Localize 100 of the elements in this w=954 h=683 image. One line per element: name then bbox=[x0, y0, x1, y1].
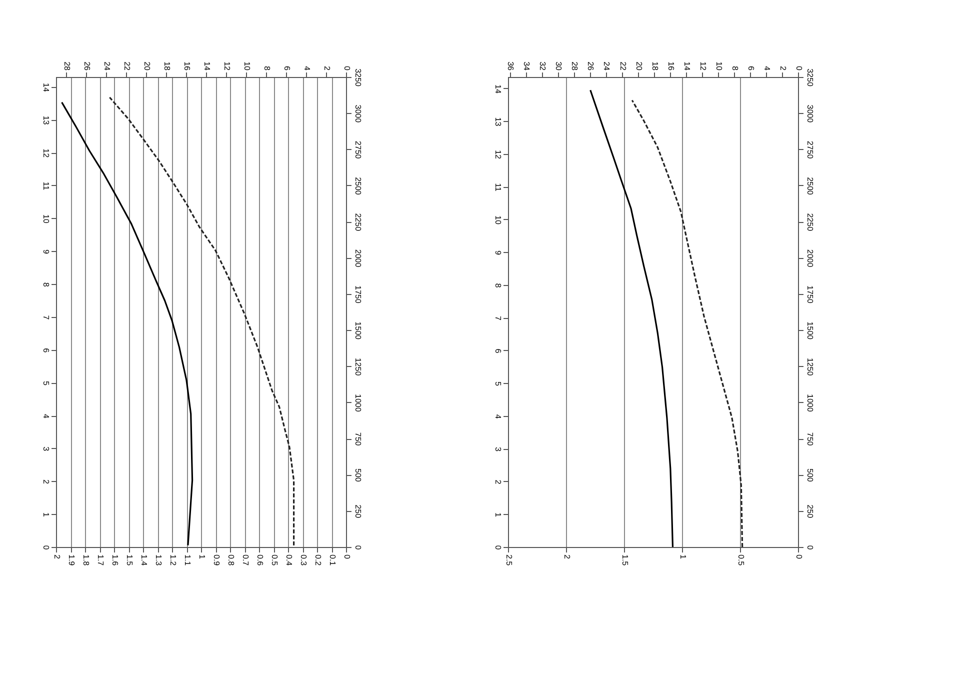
y-tick-label: 2 bbox=[494, 480, 502, 485]
y2-tick-label: 2250 bbox=[806, 213, 814, 232]
x-tick-label: 0 bbox=[794, 554, 804, 560]
y2-tick-label: 2750 bbox=[806, 140, 814, 160]
x-tick-label: 1.4 bbox=[140, 554, 148, 566]
y2-tick-label: 1250 bbox=[354, 358, 362, 376]
y-tick-label: 12 bbox=[494, 150, 502, 160]
x2-tick-label: 12 bbox=[698, 62, 708, 72]
x-tick-label: 1.5 bbox=[620, 554, 630, 566]
y-tick-label: 5 bbox=[494, 382, 502, 387]
y2-tick-label: 2750 bbox=[354, 140, 362, 160]
y2-tick-label: 1000 bbox=[354, 394, 362, 412]
x-tick-label: 0.5 bbox=[270, 554, 279, 566]
x2-tick-label: 20 bbox=[634, 62, 644, 72]
x-tick-label: 2 bbox=[52, 554, 62, 560]
y-tick-label: 6 bbox=[42, 348, 50, 354]
y2-tick-label: 250 bbox=[354, 504, 362, 519]
y-tick-label: 10 bbox=[494, 216, 502, 225]
line-series bbox=[590, 89, 674, 548]
x2-tick-label: 18 bbox=[650, 62, 660, 72]
y2-tick-label: 2250 bbox=[354, 213, 362, 232]
x2-tick-label: 36 bbox=[506, 62, 516, 72]
x2-tick-label: 28 bbox=[62, 62, 72, 72]
x2-tick-label: 26 bbox=[586, 62, 596, 72]
x2-tick-label: 34 bbox=[522, 62, 532, 72]
x2-tick-label: 28 bbox=[570, 62, 580, 72]
x2-tick-label: 8 bbox=[262, 66, 272, 72]
y-tick-label: 13 bbox=[42, 116, 50, 126]
x2-tick-label: 14 bbox=[202, 62, 212, 72]
x-tick-label: 1.1 bbox=[183, 554, 192, 566]
x-tick-label: 0.7 bbox=[241, 554, 250, 566]
y2-tick-label: 3250 bbox=[806, 68, 814, 87]
x2-tick-label: 2 bbox=[322, 66, 332, 72]
y2-tick-label: 1750 bbox=[354, 286, 362, 304]
y-tick-label: 8 bbox=[42, 282, 50, 288]
x2-tick-label: 32 bbox=[538, 62, 548, 72]
y-tick-label: 14 bbox=[494, 84, 502, 94]
y-tick-label: 5 bbox=[42, 380, 50, 386]
y2-tick-label: 250 bbox=[806, 504, 814, 519]
x2-tick-label: 22 bbox=[122, 62, 132, 72]
y2-tick-label: 750 bbox=[354, 432, 362, 446]
x-tick-label: 0.4 bbox=[284, 554, 294, 566]
y-tick-label: 7 bbox=[42, 315, 50, 320]
x-tick-label: 1.2 bbox=[168, 554, 178, 566]
y2-tick-label: 500 bbox=[806, 468, 814, 482]
y-tick-label: 1 bbox=[494, 512, 502, 518]
x2-tick-label: 24 bbox=[102, 62, 112, 72]
y2-tick-label: 3000 bbox=[806, 104, 814, 124]
y-tick-label: 0 bbox=[42, 545, 50, 550]
x2-tick-label: 18 bbox=[162, 62, 172, 72]
y2-tick-label: 1500 bbox=[354, 322, 362, 340]
y2-tick-label: 1250 bbox=[806, 358, 814, 376]
y2-tick-label: 2500 bbox=[806, 177, 814, 196]
y-tick-label: 1 bbox=[42, 512, 50, 518]
x2-tick-label: 4 bbox=[762, 66, 772, 72]
y2-tick-label: 0 bbox=[354, 545, 362, 550]
y2-tick-label: 3250 bbox=[354, 68, 362, 87]
y2-tick-label: 1750 bbox=[806, 286, 814, 304]
x-tick-label: 1.6 bbox=[110, 554, 120, 566]
x-tick-label: 1.5 bbox=[125, 554, 134, 566]
line-series bbox=[631, 99, 744, 548]
y-tick-label: 4 bbox=[494, 414, 502, 420]
x-tick-label: 0.6 bbox=[256, 554, 264, 566]
x2-tick-label: 8 bbox=[730, 66, 740, 72]
y-tick-label: 2 bbox=[42, 480, 50, 485]
x2-tick-label: 0 bbox=[342, 66, 352, 72]
x-tick-label: 0.5 bbox=[736, 554, 746, 566]
x-tick-label: 0.3 bbox=[299, 554, 308, 566]
x-tick-label: 0.1 bbox=[328, 554, 337, 566]
line-series bbox=[108, 96, 295, 546]
y-tick-label: 6 bbox=[494, 348, 502, 354]
x2-tick-label: 6 bbox=[746, 66, 756, 72]
x2-tick-label: 16 bbox=[666, 62, 676, 72]
x2-tick-label: 12 bbox=[222, 62, 232, 72]
y2-tick-label: 0 bbox=[806, 545, 814, 550]
x2-tick-label: 30 bbox=[554, 62, 564, 72]
y-tick-label: 11 bbox=[494, 183, 502, 192]
y2-tick-label: 500 bbox=[354, 468, 362, 482]
x-tick-label: 1.9 bbox=[67, 554, 76, 566]
line-series bbox=[61, 102, 194, 546]
y-tick-label: 3 bbox=[42, 446, 50, 452]
y-tick-label: 0 bbox=[494, 545, 502, 550]
x-tick-label: 1.3 bbox=[154, 554, 163, 566]
y-tick-label: 13 bbox=[494, 117, 502, 127]
y-tick-label: 12 bbox=[42, 148, 50, 158]
y2-tick-label: 3000 bbox=[354, 104, 362, 124]
x-tick-label: 0.8 bbox=[226, 554, 236, 566]
x-tick-label: 1.8 bbox=[82, 554, 90, 566]
x2-tick-label: 0 bbox=[794, 66, 804, 72]
x2-tick-label: 10 bbox=[242, 62, 252, 72]
x2-tick-label: 16 bbox=[182, 62, 192, 72]
x2-tick-label: 14 bbox=[682, 62, 692, 72]
x2-tick-label: 6 bbox=[282, 66, 292, 72]
x-tick-label: 1.7 bbox=[96, 554, 105, 566]
x-tick-label: 1 bbox=[678, 554, 688, 560]
x2-tick-label: 26 bbox=[82, 62, 92, 72]
y2-tick-label: 2000 bbox=[806, 249, 814, 268]
x2-tick-label: 20 bbox=[142, 62, 152, 72]
y2-tick-label: 2500 bbox=[354, 177, 362, 196]
x2-tick-label: 4 bbox=[302, 66, 312, 72]
